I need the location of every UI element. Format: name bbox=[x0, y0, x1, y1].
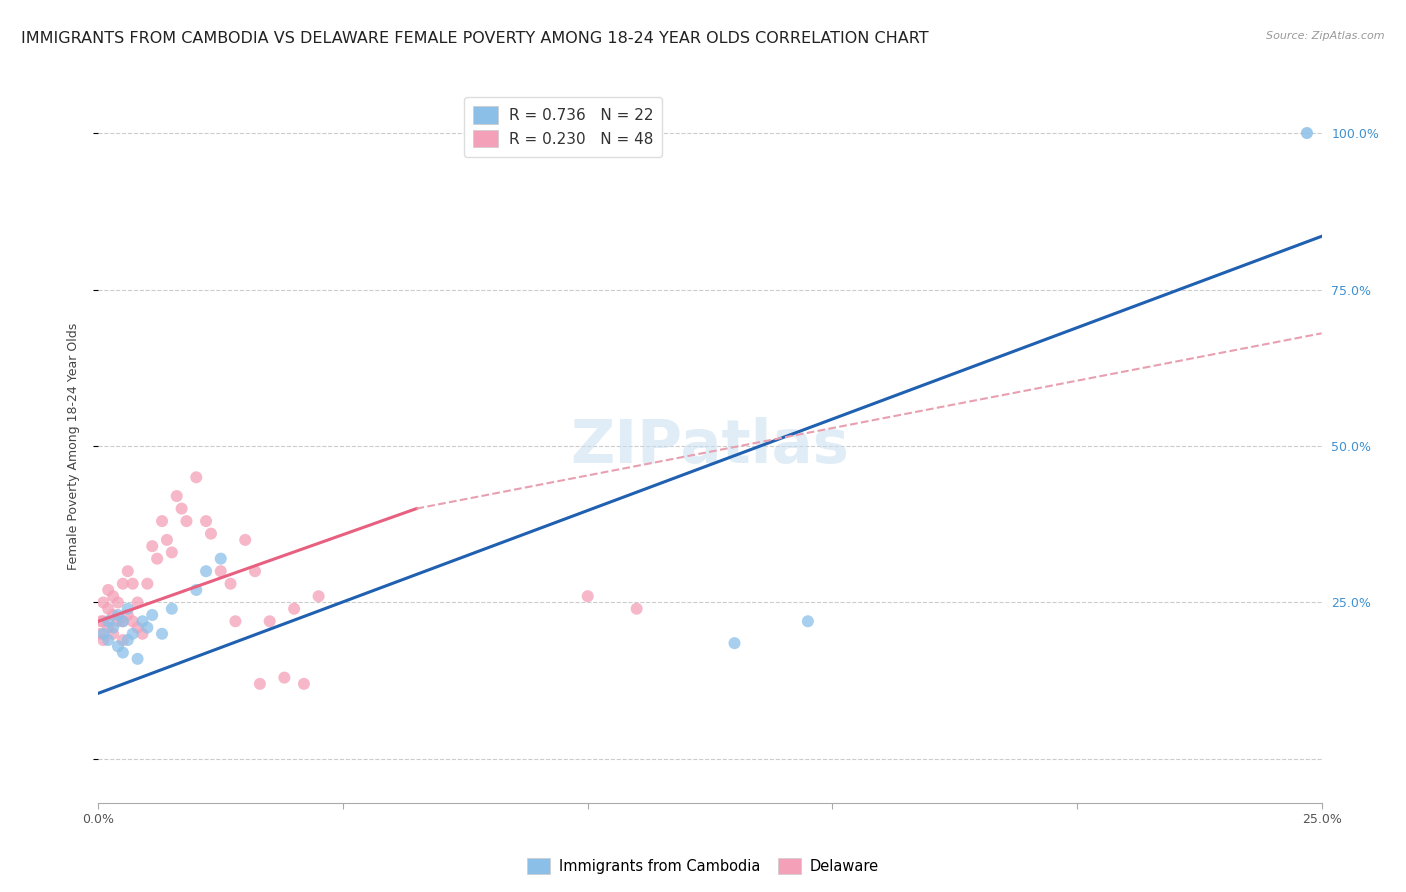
Point bbox=[127, 652, 149, 666]
Point bbox=[186, 470, 208, 484]
Point bbox=[127, 595, 149, 609]
Point bbox=[111, 633, 134, 648]
Point bbox=[141, 539, 163, 553]
Point bbox=[107, 595, 129, 609]
Point bbox=[101, 607, 124, 622]
Point bbox=[97, 601, 120, 615]
Point bbox=[160, 601, 183, 615]
Point bbox=[136, 621, 159, 635]
Point bbox=[195, 514, 218, 528]
Point bbox=[107, 607, 129, 622]
Point bbox=[97, 633, 120, 648]
Point bbox=[797, 614, 820, 628]
Point bbox=[117, 564, 139, 578]
Point bbox=[131, 627, 153, 641]
Point bbox=[273, 671, 295, 685]
Text: ZIPatlas: ZIPatlas bbox=[571, 417, 849, 475]
Point bbox=[127, 621, 149, 635]
Point bbox=[91, 627, 114, 641]
Point bbox=[200, 526, 222, 541]
Point bbox=[146, 551, 169, 566]
Point bbox=[91, 614, 114, 628]
Point bbox=[141, 607, 163, 622]
Point bbox=[90, 614, 112, 628]
Point bbox=[111, 576, 134, 591]
Point bbox=[117, 607, 139, 622]
Point bbox=[117, 633, 139, 648]
Point bbox=[209, 564, 232, 578]
Point bbox=[89, 627, 111, 641]
Point bbox=[209, 551, 232, 566]
Point bbox=[121, 576, 143, 591]
Point bbox=[107, 640, 129, 654]
Point bbox=[121, 627, 143, 641]
Point bbox=[111, 646, 134, 660]
Point bbox=[186, 582, 208, 597]
Point bbox=[101, 621, 124, 635]
Point bbox=[243, 564, 266, 578]
Point bbox=[576, 589, 599, 603]
Point bbox=[91, 633, 114, 648]
Point bbox=[121, 614, 143, 628]
Point bbox=[136, 576, 159, 591]
Point bbox=[219, 576, 242, 591]
Point bbox=[156, 533, 179, 547]
Point bbox=[97, 621, 120, 635]
Point bbox=[150, 514, 173, 528]
Point bbox=[1296, 126, 1319, 140]
Point bbox=[224, 614, 246, 628]
Point bbox=[97, 582, 120, 597]
Point bbox=[160, 545, 183, 559]
Text: Source: ZipAtlas.com: Source: ZipAtlas.com bbox=[1267, 31, 1385, 41]
Point bbox=[131, 614, 153, 628]
Point bbox=[723, 636, 745, 650]
Point bbox=[292, 677, 315, 691]
Legend: Immigrants from Cambodia, Delaware: Immigrants from Cambodia, Delaware bbox=[522, 852, 884, 880]
Point bbox=[111, 614, 134, 628]
Point bbox=[101, 589, 124, 603]
Y-axis label: Female Poverty Among 18-24 Year Olds: Female Poverty Among 18-24 Year Olds bbox=[67, 322, 80, 570]
Point bbox=[166, 489, 188, 503]
Point bbox=[117, 601, 139, 615]
Point bbox=[150, 627, 173, 641]
Point bbox=[283, 601, 305, 615]
Point bbox=[170, 501, 193, 516]
Point bbox=[259, 614, 281, 628]
Point bbox=[97, 614, 120, 628]
Legend: R = 0.736   N = 22, R = 0.230   N = 48: R = 0.736 N = 22, R = 0.230 N = 48 bbox=[464, 97, 662, 157]
Point bbox=[233, 533, 256, 547]
Point bbox=[308, 589, 330, 603]
Point bbox=[249, 677, 271, 691]
Point bbox=[111, 614, 134, 628]
Point bbox=[626, 601, 648, 615]
Point bbox=[101, 627, 124, 641]
Point bbox=[107, 614, 129, 628]
Point bbox=[176, 514, 198, 528]
Text: IMMIGRANTS FROM CAMBODIA VS DELAWARE FEMALE POVERTY AMONG 18-24 YEAR OLDS CORREL: IMMIGRANTS FROM CAMBODIA VS DELAWARE FEM… bbox=[21, 31, 929, 46]
Point bbox=[195, 564, 218, 578]
Point bbox=[91, 595, 114, 609]
